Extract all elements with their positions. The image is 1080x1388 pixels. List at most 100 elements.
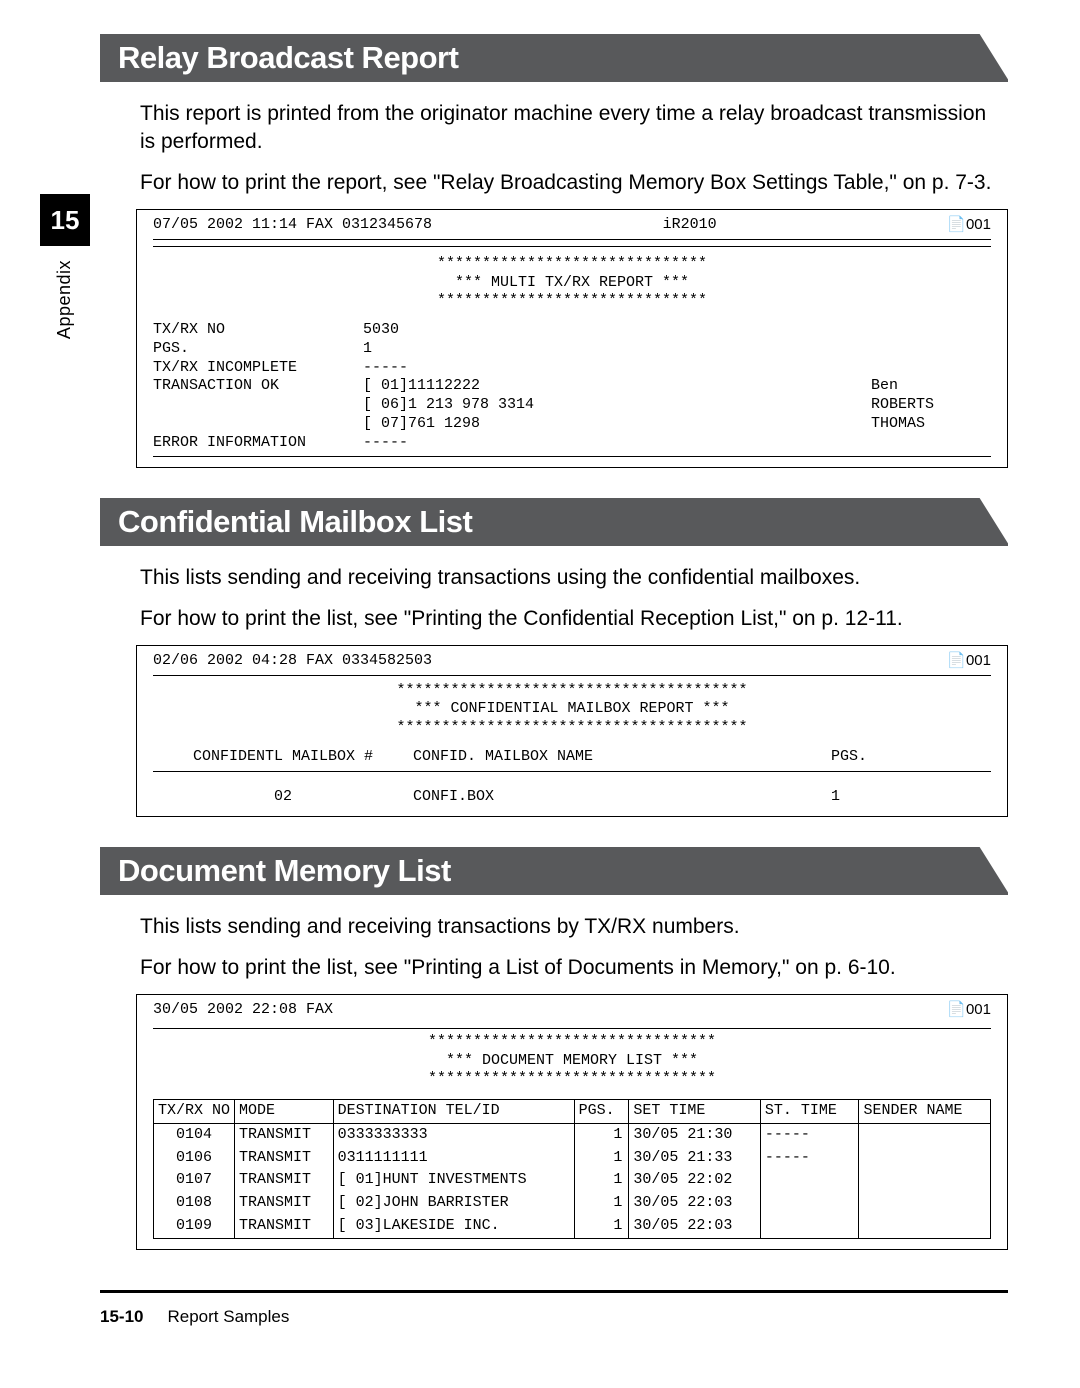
mailbox-stars-top: *************************************** [153, 682, 991, 701]
docmem-cell: 30/05 21:30 [629, 1123, 760, 1146]
docmem-cell [859, 1147, 991, 1170]
footer-page-number: 15-10 [100, 1307, 143, 1327]
docmem-cell: 30/05 22:03 [629, 1192, 760, 1215]
relay-row-label [153, 396, 363, 415]
relay-row-label: ERROR INFORMATION [153, 434, 363, 453]
docmem-cell: 30/05 22:03 [629, 1215, 760, 1238]
relay-report-box: 07/05 2002 11:14 FAX 0312345678 iR2010 📄… [136, 209, 1008, 468]
relay-row-name: THOMAS [871, 415, 991, 434]
relay-header-mid: iR2010 [663, 216, 717, 235]
relay-row-label [153, 415, 363, 434]
relay-row-val: ----- [363, 359, 871, 378]
docmem-cell: [ 01]HUNT INVESTMENTS [333, 1169, 574, 1192]
docmem-col-header: SENDER NAME [859, 1100, 991, 1124]
relay-header-right: 📄001 [947, 216, 991, 235]
mailbox-para2: For how to print the list, see "Printing… [140, 605, 1000, 633]
relay-row-val: 1 [363, 340, 871, 359]
docmem-title-line: *** DOCUMENT MEMORY LIST *** [153, 1052, 991, 1071]
docmem-cell [760, 1192, 859, 1215]
relay-stars-bot: ****************************** [153, 292, 991, 311]
docmem-cell: [ 03]LAKESIDE INC. [333, 1215, 574, 1238]
chapter-side-tab: 15 Appendix [40, 194, 90, 339]
docmem-col-header: TX/RX NO [154, 1100, 235, 1124]
mailbox-data2: CONFI.BOX [413, 788, 831, 807]
mailbox-col2: CONFID. MAILBOX NAME [413, 748, 831, 767]
chapter-label: Appendix [54, 260, 75, 339]
docmem-col-header: DESTINATION TEL/ID [333, 1100, 574, 1124]
relay-row: [ 06]1 213 978 3314ROBERTS [153, 396, 991, 415]
docmem-header-right: 📄001 [947, 1001, 991, 1020]
page-footer: 15-10 Report Samples [100, 1290, 1008, 1327]
mailbox-para1: This lists sending and receiving transac… [140, 564, 1000, 592]
docmem-col-header: SET TIME [629, 1100, 760, 1124]
docmem-cell: 30/05 21:33 [629, 1147, 760, 1170]
section-title-mailbox: Confidential Mailbox List [100, 498, 1008, 546]
docmem-table: TX/RX NOMODEDESTINATION TEL/IDPGS.SET TI… [153, 1099, 991, 1239]
docmem-cell: TRANSMIT [235, 1123, 334, 1146]
docmem-cell: 0109 [154, 1215, 235, 1238]
docmem-cell [859, 1169, 991, 1192]
relay-row-label: TRANSACTION OK [153, 377, 363, 396]
docmem-cell: TRANSMIT [235, 1147, 334, 1170]
docmem-stars-bot: ******************************** [153, 1070, 991, 1089]
docmem-cell [760, 1215, 859, 1238]
docmem-cell [859, 1215, 991, 1238]
docmem-row: 0107TRANSMIT[ 01]HUNT INVESTMENTS130/05 … [154, 1169, 991, 1192]
relay-row-label: TX/RX INCOMPLETE [153, 359, 363, 378]
relay-row-label: TX/RX NO [153, 321, 363, 340]
section-title-docmem: Document Memory List [100, 847, 1008, 895]
docmem-stars-top: ******************************** [153, 1033, 991, 1052]
docmem-cell: TRANSMIT [235, 1215, 334, 1238]
relay-row-name [871, 359, 991, 378]
relay-row-name [871, 434, 991, 453]
relay-title-line: *** MULTI TX/RX REPORT *** [153, 274, 991, 293]
relay-row-val: ----- [363, 434, 871, 453]
relay-row-name [871, 340, 991, 359]
mailbox-title-line: *** CONFIDENTIAL MAILBOX REPORT *** [153, 700, 991, 719]
docmem-row: 0104TRANSMIT0333333333130/05 21:30----- [154, 1123, 991, 1146]
mailbox-header-right: 📄001 [947, 652, 991, 671]
docmem-cell: 0104 [154, 1123, 235, 1146]
docmem-report-box: 30/05 2002 22:08 FAX 📄001 **************… [136, 994, 1008, 1250]
mailbox-report-box: 02/06 2002 04:28 FAX 0334582503 📄001 ***… [136, 645, 1008, 818]
docmem-para1: This lists sending and receiving transac… [140, 913, 1000, 941]
docmem-row: 0109TRANSMIT[ 03]LAKESIDE INC.130/05 22:… [154, 1215, 991, 1238]
mailbox-stars-bot: *************************************** [153, 719, 991, 738]
docmem-cell: 1 [574, 1147, 629, 1170]
docmem-cell: 1 [574, 1123, 629, 1146]
relay-stars-top: ****************************** [153, 255, 991, 274]
mailbox-col1: CONFIDENTL MAILBOX # [153, 748, 413, 767]
relay-row: TX/RX NO5030 [153, 321, 991, 340]
docmem-row: 0108TRANSMIT[ 02]JOHN BARRISTER130/05 22… [154, 1192, 991, 1215]
docmem-cell: 1 [574, 1169, 629, 1192]
relay-row-val: 5030 [363, 321, 871, 340]
relay-row-name: ROBERTS [871, 396, 991, 415]
docmem-cell: ----- [760, 1123, 859, 1146]
docmem-cell: 0311111111 [333, 1147, 574, 1170]
relay-row: TRANSACTION OK[ 01]11112222Ben [153, 377, 991, 396]
chapter-number-box: 15 [40, 194, 90, 246]
docmem-cell [859, 1192, 991, 1215]
docmem-para2: For how to print the list, see "Printing… [140, 954, 1000, 982]
mailbox-data1: 02 [153, 788, 413, 807]
docmem-cell: [ 02]JOHN BARRISTER [333, 1192, 574, 1215]
docmem-cell: TRANSMIT [235, 1169, 334, 1192]
relay-para1: This report is printed from the originat… [140, 100, 1000, 157]
docmem-col-header: ST. TIME [760, 1100, 859, 1124]
relay-row: TX/RX INCOMPLETE----- [153, 359, 991, 378]
relay-row-val: [ 01]11112222 [363, 377, 871, 396]
docmem-cell: 0108 [154, 1192, 235, 1215]
section-title-relay: Relay Broadcast Report [100, 34, 1008, 82]
docmem-row: 0106TRANSMIT0311111111130/05 21:33----- [154, 1147, 991, 1170]
footer-title: Report Samples [167, 1307, 289, 1327]
relay-row: [ 07]761 1298THOMAS [153, 415, 991, 434]
mailbox-header-left: 02/06 2002 04:28 FAX 0334582503 [153, 652, 432, 671]
docmem-cell: ----- [760, 1147, 859, 1170]
relay-row-name [871, 321, 991, 340]
relay-row: ERROR INFORMATION----- [153, 434, 991, 453]
docmem-cell: 30/05 22:02 [629, 1169, 760, 1192]
relay-row-val: [ 07]761 1298 [363, 415, 871, 434]
mailbox-data3: 1 [831, 788, 991, 807]
docmem-cell: TRANSMIT [235, 1192, 334, 1215]
docmem-col-header: MODE [235, 1100, 334, 1124]
